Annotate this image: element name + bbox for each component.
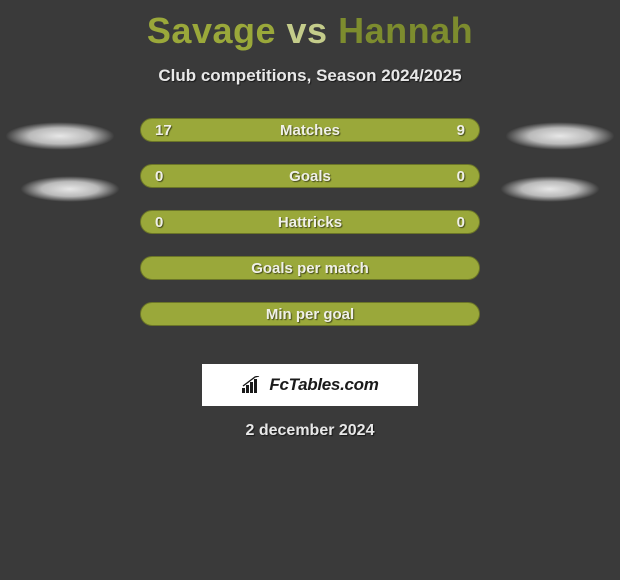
stats-container: 17Matches9 0Goals0 0Hattricks0 Goals per ma… [0, 118, 620, 348]
date-stamp: 2 december 2024 [0, 422, 620, 440]
vs-separator: vs [287, 10, 328, 51]
stat-row: Goals per match [0, 256, 620, 302]
stat-row: 17Matches9 [0, 118, 620, 164]
page-title: Savage vs Hannah [0, 0, 620, 52]
stat-bar: 0Goals0 [140, 164, 480, 188]
stat-label: Min per goal [141, 306, 479, 323]
brand-name: FcTables.com [269, 375, 378, 395]
stat-row: Min per goal [0, 302, 620, 348]
player1-name: Savage [147, 10, 276, 51]
chart-icon [241, 376, 263, 394]
stat-label: Matches [141, 122, 479, 139]
stat-row: 0Hattricks0 [0, 210, 620, 256]
stat-label: Hattricks [141, 214, 479, 231]
subtitle: Club competitions, Season 2024/2025 [0, 66, 620, 86]
player2-name: Hannah [338, 10, 473, 51]
stat-bar: Goals per match [140, 256, 480, 280]
stat-bar: Min per goal [140, 302, 480, 326]
stat-label: Goals per match [141, 260, 479, 277]
brand-badge[interactable]: FcTables.com [202, 364, 418, 406]
stat-bar: 17Matches9 [140, 118, 480, 142]
stat-label: Goals [141, 168, 479, 185]
stat-row: 0Goals0 [0, 164, 620, 210]
stat-bar: 0Hattricks0 [140, 210, 480, 234]
